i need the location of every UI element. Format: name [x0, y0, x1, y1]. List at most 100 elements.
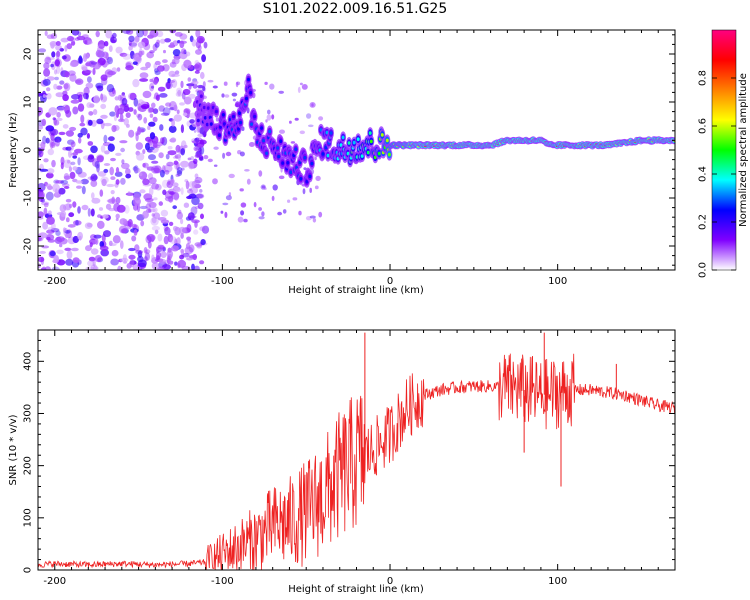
- heatmap-noise-blob: [65, 110, 72, 118]
- heatmap-noise-blob: [153, 197, 158, 201]
- heatmap-noise-blob: [133, 109, 137, 115]
- heatmap-noise-blob: [102, 214, 109, 219]
- heatmap-noise-blob: [213, 146, 219, 150]
- heatmap-noise-blob: [176, 109, 180, 115]
- heatmap-ridge-core: [286, 161, 290, 165]
- heatmap-ridge-core: [347, 141, 351, 145]
- heatmap-noise-blob: [165, 102, 172, 107]
- heatmap-noise-blob: [85, 245, 92, 252]
- heatmap-noise-blob: [194, 148, 201, 152]
- heatmap-noise-blob: [128, 254, 136, 260]
- heatmap-noise-blob: [46, 34, 55, 39]
- heatmap-noise-blob: [90, 264, 98, 270]
- heatmap-noise-blob: [66, 250, 73, 260]
- heatmap-noise-blob: [91, 197, 101, 204]
- heatmap-noise-blob: [55, 92, 65, 98]
- heatmap-noise-blob: [135, 249, 144, 255]
- heatmap-noise-blob: [163, 235, 169, 245]
- heatmap-noise-blob: [122, 30, 131, 34]
- heatmap-noise-blob: [298, 210, 302, 216]
- heatmap-noise-blob: [160, 137, 165, 144]
- heatmap-noise-blob: [195, 137, 200, 144]
- heatmap-noise-blob: [116, 204, 126, 213]
- heatmap-noise-blob: [38, 232, 48, 239]
- heatmap-noise-blob: [38, 211, 44, 218]
- heatmap-noise-blob: [180, 167, 185, 171]
- heatmap-noise-blob: [154, 60, 161, 66]
- heatmap-noise-blob: [137, 103, 141, 111]
- heatmap-noise-blob: [152, 116, 158, 123]
- heatmap-noise-blob: [43, 68, 51, 77]
- heatmap-noise-blob: [120, 240, 124, 250]
- heatmap-noise-blob: [192, 253, 197, 261]
- heatmap-noise-blob: [98, 207, 104, 211]
- heatmap-noise-blob: [151, 183, 160, 190]
- heatmap-noise-blob: [165, 81, 173, 90]
- heatmap-noise-blob: [149, 132, 156, 140]
- heatmap-noise-blob: [183, 59, 192, 69]
- heatmap-noise-blob: [194, 265, 200, 270]
- heatmap-noise-blob: [180, 80, 184, 89]
- heatmap-noise-blob: [92, 175, 98, 181]
- heatmap-noise-blob: [224, 94, 230, 98]
- heatmap-noise-blob: [143, 117, 148, 124]
- heatmap-noise-blob: [69, 145, 74, 151]
- heatmap-noise-blob: [92, 258, 96, 267]
- heatmap-noise-blob: [123, 105, 130, 112]
- heatmap-noise-blob: [91, 192, 95, 200]
- colorbar-tick-label: 0.8: [698, 70, 709, 86]
- heatmap-noise-blob: [207, 158, 213, 163]
- heatmap-noise-blob: [114, 96, 120, 101]
- heatmap-noise-blob: [53, 83, 58, 90]
- heatmap-noise-blob: [52, 117, 56, 121]
- heatmap-noise-blob: [180, 187, 184, 195]
- heatmap-noise-blob: [131, 223, 137, 230]
- heatmap-noise-blob: [39, 192, 46, 199]
- heatmap-noise-blob: [159, 38, 166, 44]
- heatmap-noise-blob: [203, 41, 208, 49]
- heatmap-noise-blob: [97, 214, 102, 218]
- heatmap-noise-blob: [139, 72, 149, 79]
- heatmap-noise-blob: [151, 213, 155, 217]
- heatmap-noise-blob: [69, 171, 76, 180]
- heatmap-noise-blob: [188, 84, 192, 90]
- heatmap-ridge-core: [222, 122, 226, 126]
- heatmap-noise-blob: [56, 65, 61, 74]
- heatmap-noise-blob: [185, 243, 191, 250]
- heatmap-noise-blob: [42, 78, 51, 86]
- heatmap-noise-blob: [70, 99, 80, 104]
- heatmap-noise-blob: [56, 117, 63, 122]
- heatmap-noise-blob: [109, 111, 116, 117]
- heatmap-noise-blob: [59, 80, 65, 85]
- snr-series-line: [38, 353, 675, 570]
- heatmap-noise-blob: [133, 167, 141, 174]
- heatmap-noise-blob: [119, 218, 127, 225]
- heatmap-noise-blob: [103, 134, 108, 144]
- heatmap-noise-blob: [202, 81, 206, 88]
- heatmap-noise-blob: [193, 130, 197, 133]
- heatmap-noise-blob: [103, 230, 111, 238]
- heatmap-noise-blob: [228, 192, 232, 197]
- heatmap-noise-blob: [70, 141, 76, 148]
- heatmap-noise-blob: [102, 96, 107, 102]
- heatmap-noise-blob: [260, 184, 266, 190]
- heatmap-noise-blob: [39, 168, 49, 172]
- heatmap-noise-blob: [100, 94, 108, 103]
- heatmap-noise-blob: [173, 104, 178, 112]
- heatmap-noise-blob: [115, 46, 123, 54]
- heatmap-noise-blob: [149, 30, 159, 38]
- heatmap-noise-blob: [62, 227, 67, 233]
- heatmap-noise-blob: [168, 221, 174, 226]
- heatmap-noise-blob: [278, 90, 285, 94]
- heatmap-noise-blob: [84, 53, 90, 60]
- heatmap-noise-blob: [140, 128, 145, 133]
- heatmap-noise-blob: [42, 94, 47, 98]
- heatmap-noise-blob: [110, 36, 117, 44]
- heatmap-noise-blob: [43, 207, 48, 216]
- heatmap-noise-blob: [60, 179, 69, 185]
- x-tick-label: -200: [43, 276, 66, 287]
- heatmap-noise-blob: [46, 229, 55, 234]
- heatmap-noise-blob: [168, 260, 174, 265]
- heatmap-noise-blob: [82, 34, 89, 39]
- heatmap-noise-blob: [176, 237, 181, 246]
